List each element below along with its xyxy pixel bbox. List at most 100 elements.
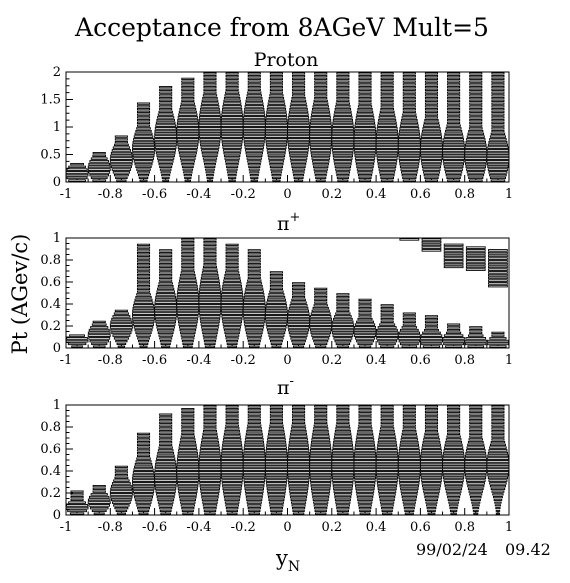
cell-pi-minus bbox=[114, 465, 128, 469]
cell-proton bbox=[269, 74, 283, 78]
cell-pi-minus bbox=[469, 419, 483, 422]
cell-proton bbox=[314, 88, 328, 92]
cell-proton bbox=[203, 83, 217, 86]
cell-proton bbox=[199, 113, 221, 116]
plot-frame-proton bbox=[65, 71, 510, 183]
cell-pi-minus bbox=[420, 473, 443, 477]
cell-proton bbox=[266, 107, 287, 111]
cell-pi-minus bbox=[491, 490, 505, 493]
cell-pi-plus bbox=[315, 345, 327, 348]
cell-pi-plus bbox=[314, 296, 328, 299]
cell-pi-minus bbox=[376, 454, 399, 458]
cell-pi-plus bbox=[247, 276, 261, 280]
cell-proton bbox=[424, 94, 439, 97]
cell-proton bbox=[159, 168, 172, 171]
cell-proton bbox=[442, 160, 465, 163]
cell-pi-plus bbox=[181, 265, 195, 269]
cell-pi-minus bbox=[269, 424, 284, 427]
cell-proton bbox=[487, 168, 509, 171]
cell-proton bbox=[112, 146, 130, 149]
cell-pi-minus bbox=[220, 471, 244, 474]
cell-proton bbox=[332, 154, 353, 158]
cell-proton bbox=[336, 77, 350, 81]
cell-pi-plus bbox=[380, 304, 394, 307]
cell-pi-minus bbox=[70, 490, 84, 493]
cell-pi-plus bbox=[488, 273, 508, 277]
cell-pi-minus bbox=[267, 490, 286, 493]
cell-pi-minus bbox=[155, 462, 177, 466]
cell-pi-minus bbox=[313, 501, 329, 504]
cell-pi-minus bbox=[203, 506, 217, 510]
cell-proton bbox=[331, 143, 355, 147]
cell-pi-minus bbox=[288, 487, 309, 491]
cell-pi-minus bbox=[486, 471, 509, 474]
cell-pi-minus bbox=[176, 479, 199, 482]
cell-pi-plus bbox=[159, 340, 172, 343]
cell-proton bbox=[353, 146, 377, 149]
cell-pi-plus bbox=[247, 251, 261, 255]
cell-pi-plus bbox=[354, 337, 376, 340]
cell-pi-minus bbox=[70, 493, 84, 496]
cell-proton bbox=[264, 127, 288, 130]
cell-proton bbox=[379, 110, 395, 114]
cell-proton bbox=[420, 154, 443, 158]
cell-pi-plus bbox=[136, 282, 151, 285]
cell-pi-plus bbox=[204, 345, 216, 348]
panel-title-proton: Proton bbox=[254, 49, 319, 71]
cell-proton bbox=[399, 127, 420, 130]
cell-pi-minus bbox=[403, 507, 415, 510]
cell-pi-minus bbox=[399, 482, 420, 485]
cell-proton bbox=[468, 179, 483, 182]
cell-proton bbox=[159, 105, 173, 108]
cell-proton bbox=[469, 88, 483, 92]
cell-pi-plus bbox=[334, 339, 352, 343]
cell-proton bbox=[314, 77, 328, 81]
cell-pi-minus bbox=[177, 451, 198, 455]
cell-pi-minus bbox=[220, 457, 244, 460]
cell-pi-minus bbox=[93, 512, 105, 515]
cell-proton bbox=[447, 179, 461, 182]
cell-proton bbox=[314, 96, 328, 100]
cell-proton bbox=[177, 118, 199, 122]
cell-proton bbox=[421, 132, 442, 136]
cell-pi-plus bbox=[181, 243, 195, 247]
cell-pi-minus bbox=[353, 457, 377, 460]
cell-pi-plus bbox=[221, 317, 243, 321]
cell-pi-plus bbox=[379, 323, 396, 326]
cell-proton bbox=[271, 174, 282, 177]
cell-proton bbox=[137, 174, 150, 177]
cell-pi-minus bbox=[89, 506, 109, 510]
cell-pi-plus bbox=[176, 295, 200, 299]
cell-pi-plus bbox=[443, 265, 464, 269]
cell-pi-plus bbox=[161, 345, 171, 348]
cell-proton bbox=[398, 157, 421, 160]
cell-pi-minus bbox=[398, 449, 420, 452]
cell-proton bbox=[375, 146, 399, 149]
cell-pi-plus bbox=[136, 246, 151, 249]
cell-pi-minus bbox=[266, 440, 287, 444]
cell-pi-plus bbox=[357, 342, 373, 346]
cell-proton bbox=[331, 140, 355, 144]
cell-pi-minus bbox=[155, 460, 176, 463]
cell-proton bbox=[90, 157, 108, 160]
cell-proton bbox=[465, 140, 487, 144]
cell-pi-plus bbox=[220, 304, 244, 307]
cell-pi-plus bbox=[380, 320, 394, 324]
cell-proton bbox=[314, 80, 328, 83]
cell-pi-plus bbox=[181, 249, 195, 252]
cell-pi-minus bbox=[358, 405, 372, 408]
cell-pi-minus bbox=[467, 487, 484, 491]
cell-pi-plus bbox=[155, 295, 177, 299]
cell-pi-minus bbox=[354, 479, 376, 482]
cell-pi-plus bbox=[265, 309, 288, 313]
cell-pi-minus bbox=[309, 449, 332, 452]
cell-proton bbox=[469, 110, 483, 114]
cell-pi-minus bbox=[335, 424, 350, 427]
cell-proton bbox=[291, 96, 306, 100]
cell-pi-minus bbox=[379, 498, 395, 502]
cell-pi-minus bbox=[377, 443, 398, 447]
cell-proton bbox=[445, 171, 463, 174]
cell-pi-minus bbox=[402, 498, 417, 502]
cell-pi-plus bbox=[133, 301, 154, 304]
cell-pi-minus bbox=[159, 432, 173, 436]
